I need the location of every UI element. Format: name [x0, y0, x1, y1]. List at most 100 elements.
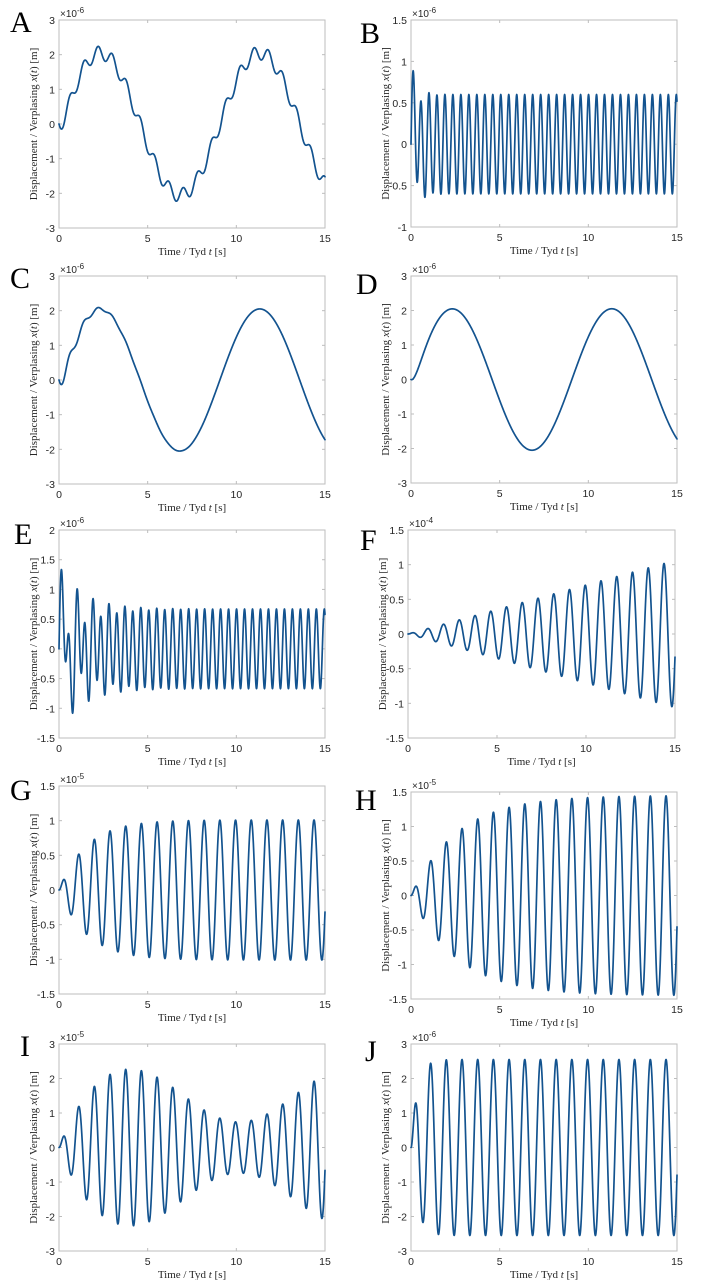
y-exponent-label: ×10-6 [412, 1030, 437, 1044]
y-tick-label: 2 [401, 306, 407, 318]
x-tick-label: 0 [56, 489, 62, 501]
x-tick-label: 10 [230, 1256, 242, 1268]
y-axis-label: Displacement / Verplasing x(t) [m] [380, 303, 392, 456]
axes-box [407, 529, 676, 739]
y-axis-label: Displacement / Verplasing x(t) [m] [28, 304, 40, 457]
x-tick-label: 10 [582, 1256, 594, 1268]
series-line-d [410, 307, 678, 452]
y-tick-label: -0.5 [386, 664, 404, 676]
x-tick-label: 0 [408, 488, 414, 500]
x-tick-label: 15 [319, 743, 331, 755]
x-tick-label: 5 [497, 1004, 503, 1016]
y-tick-label: -0.5 [37, 920, 55, 932]
x-axis-label: Time / Tyd t [s] [510, 501, 578, 513]
y-tick-label: 2 [49, 1074, 55, 1086]
x-axis-label: Time / Tyd t [s] [510, 1017, 578, 1029]
y-tick-label: 3 [401, 271, 407, 283]
x-axis-label: Time / Tyd t [s] [158, 756, 226, 768]
y-tick-label: -2 [398, 444, 407, 456]
y-axis-label: Displacement / Verplasing x(t) [m] [28, 48, 40, 201]
y-tick-label: 3 [49, 271, 55, 283]
y-tick-label: 1 [49, 816, 55, 828]
x-tick-label: 5 [145, 233, 151, 245]
series-line-a [58, 45, 326, 203]
x-tick-label: 0 [56, 999, 62, 1011]
x-tick-label: 5 [497, 1256, 503, 1268]
y-tick-label: -1.5 [386, 733, 404, 745]
y-axis-label: Displacement / Verplasing x(t) [m] [380, 47, 392, 200]
y-tick-label: 1 [49, 84, 55, 96]
y-tick-label: -1 [395, 698, 404, 710]
panel-letter: I [20, 1030, 30, 1063]
x-tick-label: 5 [145, 743, 151, 755]
axes-box [410, 1043, 678, 1252]
y-exponent-label: ×10-4 [409, 516, 434, 530]
x-tick-label: 0 [56, 743, 62, 755]
y-tick-label: 0.5 [40, 850, 55, 862]
x-axis-label: Time / Tyd t [s] [158, 502, 226, 514]
series-line-g [58, 819, 326, 961]
panel-letter: B [360, 17, 381, 50]
y-tick-label: -1 [46, 1177, 55, 1189]
y-tick-label: 0.5 [40, 614, 55, 626]
x-tick-label: 10 [580, 743, 592, 755]
series-line-e [58, 568, 326, 715]
x-tick-label: 0 [405, 743, 411, 755]
y-tick-label: 1 [49, 584, 55, 596]
y-tick-label: -2 [46, 188, 55, 200]
axes-box [410, 275, 678, 484]
x-axis-label: Time / Tyd t [s] [158, 246, 226, 258]
y-tick-label: 0 [398, 629, 404, 641]
y-tick-label: -0.5 [389, 181, 407, 193]
x-tick-label: 5 [145, 489, 151, 501]
y-tick-label: 3 [49, 1039, 55, 1051]
x-tick-label: 10 [230, 999, 242, 1011]
y-tick-label: 1 [401, 822, 407, 834]
y-tick-label: 1 [401, 340, 407, 352]
panel-letter: G [10, 774, 32, 807]
y-tick-label: 0 [401, 139, 407, 151]
x-tick-label: 15 [671, 1256, 683, 1268]
y-tick-label: -2 [46, 444, 55, 456]
y-tick-label: 0 [49, 119, 55, 131]
panel-letter: A [10, 6, 32, 39]
y-tick-label: 0 [49, 375, 55, 387]
y-tick-label: 1.5 [392, 787, 407, 799]
y-exponent-label: ×10-5 [412, 778, 437, 792]
y-tick-label: 0 [401, 1143, 407, 1155]
y-tick-label: -3 [46, 1246, 55, 1258]
x-tick-label: 5 [145, 1256, 151, 1268]
y-tick-label: 2 [49, 525, 55, 537]
y-tick-label: -1 [398, 960, 407, 972]
x-tick-label: 15 [669, 743, 681, 755]
y-exponent-label: ×10-5 [60, 1030, 85, 1044]
x-tick-label: 10 [230, 233, 242, 245]
series-line-j [410, 1058, 678, 1237]
y-tick-label: -1 [46, 410, 55, 422]
axes-box [58, 785, 326, 995]
y-tick-label: -1 [46, 703, 55, 715]
y-tick-label: -1 [398, 409, 407, 421]
y-tick-label: 3 [401, 1039, 407, 1051]
y-tick-label: 0 [401, 375, 407, 387]
y-tick-label: 1.5 [40, 555, 55, 567]
y-tick-label: -0.5 [389, 925, 407, 937]
x-tick-label: 15 [671, 1004, 683, 1016]
x-tick-label: 0 [56, 1256, 62, 1268]
x-tick-label: 15 [671, 232, 683, 244]
y-exponent-label: ×10-6 [60, 6, 85, 20]
y-tick-label: 2 [49, 306, 55, 318]
x-axis-label: Time / Tyd t [s] [510, 1269, 578, 1280]
y-exponent-label: ×10-6 [412, 6, 437, 20]
panel-letter: E [14, 518, 33, 551]
